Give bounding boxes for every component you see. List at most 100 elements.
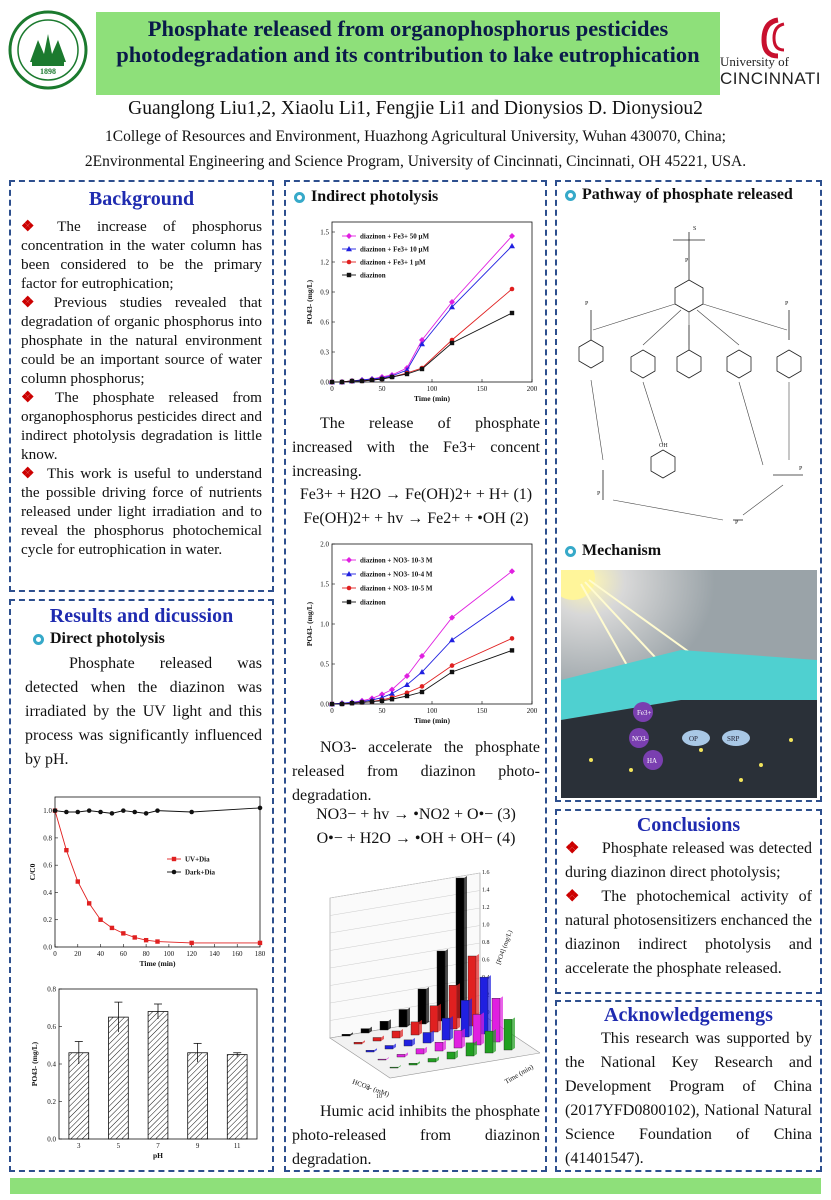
bar-side [457, 983, 460, 1029]
data-point [449, 663, 455, 668]
bar-side [417, 1061, 420, 1065]
bar-side [443, 1040, 446, 1051]
data-point [369, 377, 375, 383]
legend-label: diazinon + Fe3+ 10 μM [360, 246, 430, 254]
bar [384, 1045, 394, 1050]
bar-side [488, 975, 491, 1034]
direct-photolysis-text: Phosphate released was detected when the… [25, 655, 262, 768]
grid-line [329, 942, 481, 969]
bar [379, 1021, 389, 1031]
data-point [449, 340, 455, 346]
bar [484, 1030, 494, 1054]
data-point [509, 310, 515, 316]
huazhong-logo: 1898 [8, 10, 88, 90]
data-point [98, 917, 103, 922]
bar [396, 1054, 406, 1058]
y-tick-label: 0.2 [43, 916, 52, 924]
indirect-text-3: Humic acid inhibits the phosphate photo-… [292, 1103, 540, 1168]
data-point [121, 931, 126, 936]
data-point [509, 568, 515, 575]
x-tick-label: 0 [330, 385, 334, 393]
data-point [419, 669, 425, 675]
data-point [86, 808, 92, 813]
y-tick-label: 0.9 [320, 289, 329, 297]
data-point [419, 689, 425, 695]
y-tick-label: 0.3 [320, 349, 329, 357]
x-tick-label: 50 [379, 707, 387, 715]
data-point [359, 378, 365, 384]
data-point [52, 808, 58, 813]
data-point [329, 701, 335, 707]
x-tick-label: 5 [117, 1142, 121, 1150]
data-point [75, 879, 80, 884]
data-point [346, 557, 352, 563]
background-item: ❖ Previous studies revealed that degradat… [21, 294, 262, 387]
data-point [257, 940, 263, 946]
bar [108, 1016, 129, 1140]
svg-text:Fe3+: Fe3+ [637, 709, 652, 717]
x-tick-label: 100 [427, 385, 438, 393]
bar-side [407, 1007, 410, 1027]
acknowledgements-panel: Acknowledgemengs This research was suppo… [555, 1000, 822, 1172]
y-tick-label: 0.4 [47, 1061, 56, 1069]
x-tick-label: 80 [143, 950, 151, 958]
bar-side [350, 1032, 353, 1036]
legend-label: UV+Dia [185, 856, 210, 864]
y-tick-label: 1.5 [320, 581, 329, 589]
data-point [171, 856, 177, 862]
bar [341, 1034, 351, 1037]
data-point [509, 595, 515, 601]
data-point [64, 809, 69, 815]
bar-side [398, 1065, 401, 1068]
x-tick-label: 60 [120, 950, 128, 958]
svg-text:P: P [799, 466, 803, 472]
bar-side [476, 954, 479, 1026]
bar-side [386, 1057, 389, 1060]
x-tick-label: 120 [186, 950, 197, 958]
y-tick-label: 0.6 [482, 958, 490, 964]
bar-side [419, 1019, 422, 1035]
y-tick-label: 0.0 [47, 1136, 56, 1144]
grid-line [329, 872, 481, 899]
bar-side [381, 1035, 384, 1041]
bar [417, 988, 427, 1025]
x-tick-label: 200 [527, 707, 538, 715]
bar-side [424, 1046, 427, 1054]
bar-side [393, 1043, 396, 1049]
data-point [449, 614, 455, 621]
bar-side [426, 987, 429, 1024]
results-heading: Results and dicussion [49, 605, 234, 627]
bar-side [455, 1050, 458, 1059]
y-tick-label: 1.2 [320, 259, 329, 267]
bar-side [469, 998, 472, 1037]
data-point [389, 690, 395, 696]
background-item: ❖ The increase of phosphorus concentratio… [21, 218, 262, 292]
data-point [449, 304, 455, 310]
x-tick-label: 180 [255, 950, 266, 958]
indirect-title: Indirect photolysis [294, 188, 545, 206]
data-point [155, 808, 160, 813]
y-tick-label: 0.5 [320, 661, 329, 669]
bar-side [362, 1040, 365, 1044]
data-point [189, 940, 194, 946]
data-point [346, 259, 352, 265]
svg-text:P: P [685, 258, 689, 264]
bar-side [481, 1012, 484, 1045]
y-axis-label: PO43- (mg/L) [30, 1041, 39, 1086]
results-panel: Results and dicussion Direct photolysis … [9, 599, 274, 1172]
y-axis-label: PO43- (mg/L) [305, 601, 314, 646]
equation-1: Fe3+ + H2O → Fe(OH)2+ + H+ (1) [299, 486, 533, 503]
conclusions-panel: Conclusions ❖ Phosphate released was dete… [555, 809, 822, 994]
x-axis-label: HCO3- (mM) [351, 1078, 391, 1098]
data-point [509, 286, 515, 292]
direct-photolysis-title: Direct photolysis [33, 630, 272, 648]
acknowledgements-text: This research was supported by the Natio… [565, 1030, 812, 1167]
data-point [121, 808, 126, 813]
diamond-bullet-icon: ❖ [21, 218, 48, 235]
legend-label: diazinon + Fe3+ 1 μM [360, 259, 426, 267]
x-tick-label: 100 [164, 950, 175, 958]
data-point [86, 901, 92, 906]
data-point [346, 571, 352, 577]
bar-side [462, 1028, 465, 1048]
bar [365, 1050, 375, 1053]
